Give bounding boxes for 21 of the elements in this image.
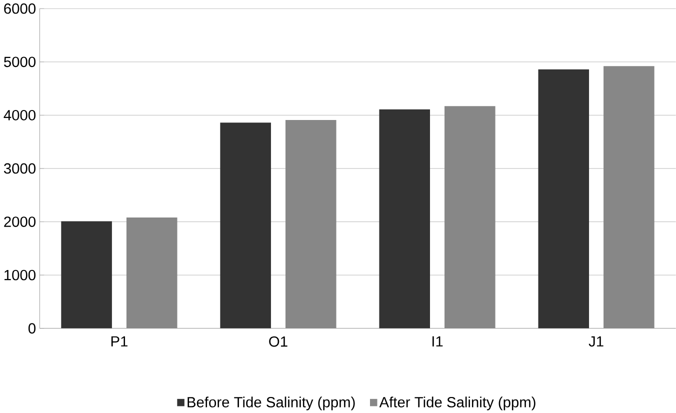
legend-label: After Tide Salinity (ppm) [379, 396, 536, 410]
bar [538, 69, 590, 328]
y-tick-label: 4000 [4, 110, 36, 120]
bar [285, 120, 336, 328]
y-tick-label: 2000 [4, 216, 36, 228]
bar [61, 221, 112, 328]
y-tick-label: 5000 [4, 56, 36, 68]
legend-label: Before Tide Salinity (ppm) [188, 396, 355, 410]
bar [444, 106, 496, 328]
bar [379, 109, 430, 328]
y-tick-label: 0 [28, 323, 36, 334]
x-tick-label: J1 [588, 336, 604, 347]
bar [604, 66, 654, 328]
y-tick-label: 1000 [4, 270, 36, 280]
x-tick-label: P1 [111, 336, 128, 346]
x-tick-label: O1 [269, 336, 288, 347]
bar [220, 122, 271, 328]
y-tick-label: 3000 [4, 163, 36, 174]
bar [126, 218, 178, 328]
x-tick-label: I1 [432, 336, 443, 346]
y-tick-label: 6000 [4, 3, 36, 14]
